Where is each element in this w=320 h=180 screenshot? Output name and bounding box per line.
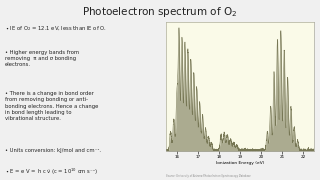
Text: Photoelectron spectrum of O$_2$: Photoelectron spectrum of O$_2$ <box>82 5 238 19</box>
Text: • IE of O$_2$ = 12.1 eV, less than IE of O.: • IE of O$_2$ = 12.1 eV, less than IE of… <box>5 24 107 33</box>
X-axis label: Ionization Energy (eV): Ionization Energy (eV) <box>216 161 264 165</box>
Text: • E = e V = h c ν̃ (c = 10$^{10}$ cm s⁻¹): • E = e V = h c ν̃ (c = 10$^{10}$ cm s⁻¹… <box>5 167 98 177</box>
Text: • There is a change in bond order
from removing bonding or anti-
bonding electro: • There is a change in bond order from r… <box>5 91 98 122</box>
Text: Source: University of Arizona Photoelectron Spectroscopy Database: Source: University of Arizona Photoelect… <box>166 174 251 178</box>
Text: • Higher energy bands from
removing  π and σ bonding
electrons.: • Higher energy bands from removing π an… <box>5 50 79 68</box>
Text: • Units conversion: kJ/mol and cm⁻¹.: • Units conversion: kJ/mol and cm⁻¹. <box>5 148 101 153</box>
